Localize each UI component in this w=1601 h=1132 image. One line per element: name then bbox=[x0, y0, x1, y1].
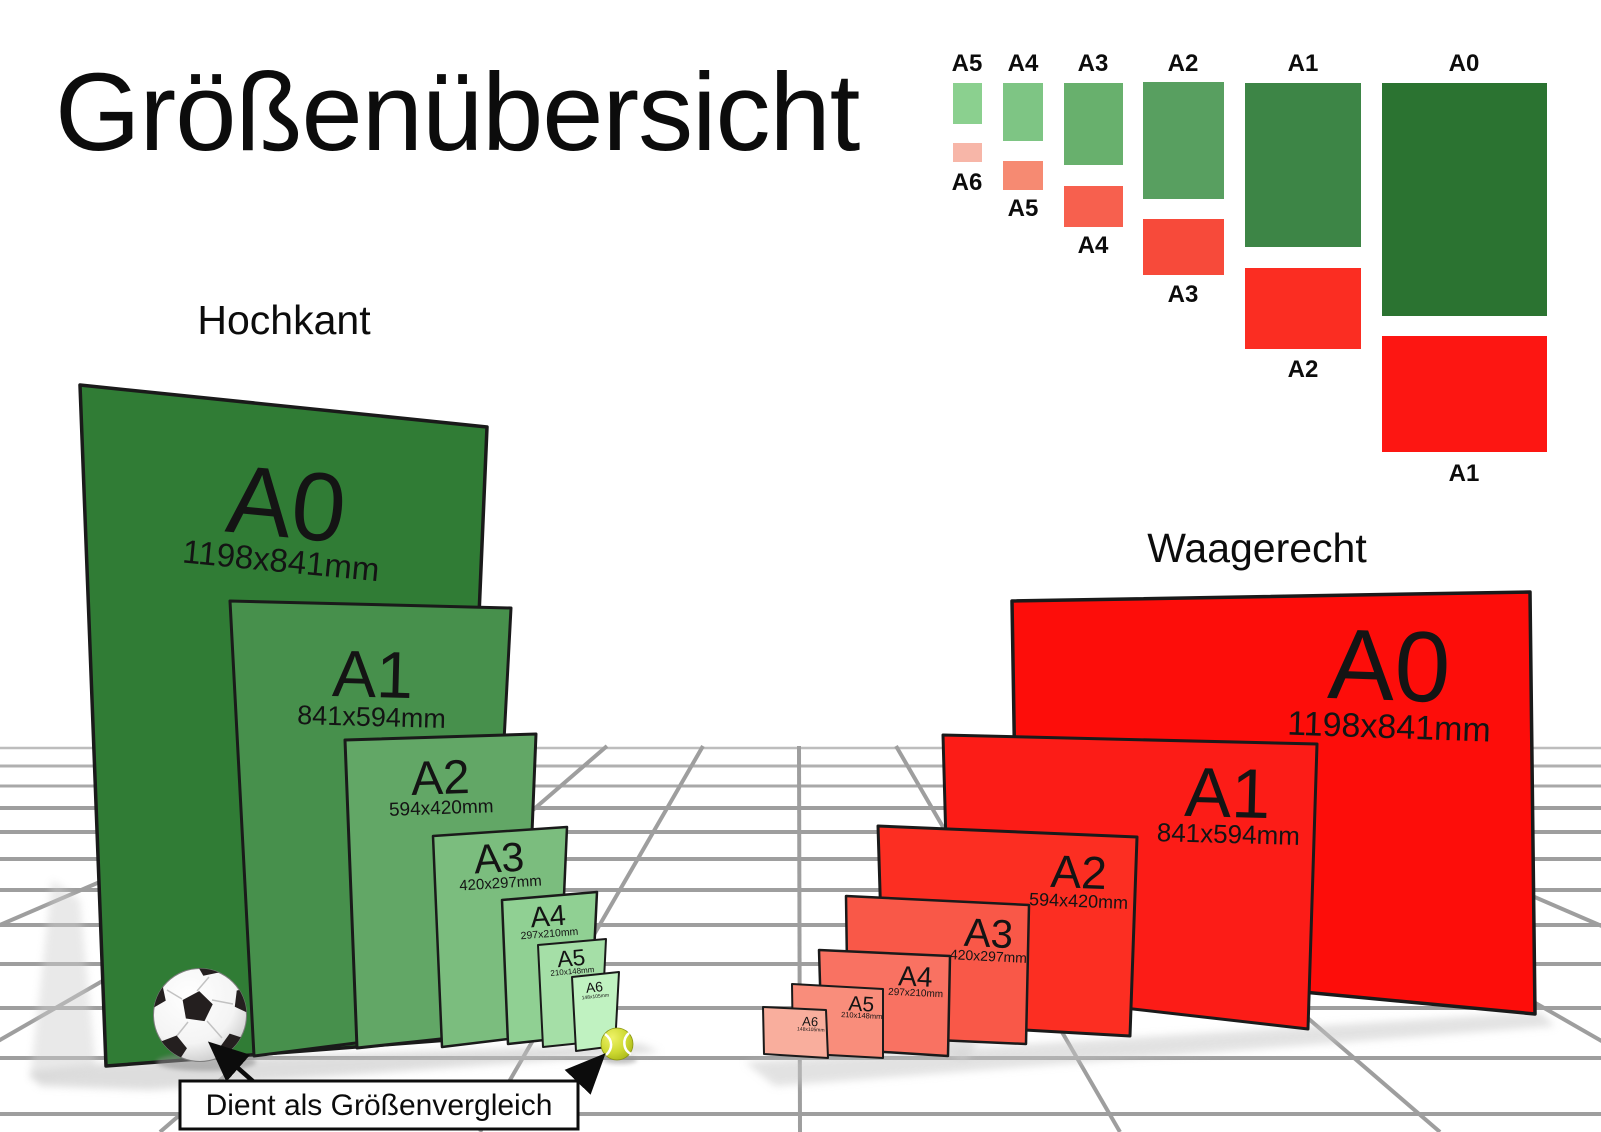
legend-col5-landscape-label: A2 bbox=[1288, 356, 1319, 383]
legend-col4-landscape-label: A3 bbox=[1168, 281, 1199, 308]
legend-col6-landscape-label: A1 bbox=[1449, 460, 1480, 487]
legend-col3-portrait-label: A3 bbox=[1078, 50, 1109, 77]
landscape-card-a2-dims: 594x420mm bbox=[1029, 889, 1129, 913]
landscape-card-a4-name: A4 bbox=[898, 960, 934, 993]
caption-arrow-left bbox=[207, 1041, 257, 1085]
legend-col2-portrait-label: A4 bbox=[1008, 50, 1039, 77]
landscape-card-a6-dims: 148x105mm bbox=[797, 1026, 825, 1033]
legend-col4-green-swatch bbox=[1143, 82, 1224, 199]
portrait-card-a1-name: A1 bbox=[331, 636, 414, 712]
legend-col3-red-swatch bbox=[1064, 186, 1123, 227]
landscape-card-stack: A0 1198x841mm A1 841x594mm A2 594x420mm … bbox=[762, 590, 1537, 1059]
legend-col2-landscape-label: A5 bbox=[1008, 195, 1039, 222]
legend-col1-red-swatch bbox=[953, 143, 982, 162]
portrait-stack-shadow bbox=[30, 1044, 660, 1090]
caption-box bbox=[178, 1079, 580, 1131]
portrait-card-a3-name: A3 bbox=[473, 834, 526, 883]
landscape-card-a4-dims: 297x210mm bbox=[888, 987, 943, 1000]
size-legend: A5 A6 A4 A5 A3 A4 A2 A3 A1 A2 A0 A1 bbox=[952, 50, 1547, 487]
legend-col1-portrait-label: A5 bbox=[952, 50, 983, 77]
landscape-card-a5-dims: 210x148mm bbox=[841, 1010, 883, 1021]
legend-col3-green-swatch bbox=[1064, 83, 1123, 165]
portrait-card-a6-dims: 148x105mm bbox=[581, 993, 609, 1002]
landscape-card-a2-name: A2 bbox=[1050, 845, 1108, 899]
portrait-a0-shadow bbox=[30, 880, 96, 1080]
legend-col4-portrait-label: A2 bbox=[1168, 50, 1199, 77]
portrait-card-a2-dims: 594x420mm bbox=[389, 796, 494, 821]
landscape-card-a1-name: A1 bbox=[1184, 753, 1272, 833]
legend-col5-green-swatch bbox=[1245, 83, 1361, 247]
landscape-card-a0-dims: 1198x841mm bbox=[1287, 705, 1492, 750]
landscape-card-a0-name: A0 bbox=[1326, 608, 1452, 724]
landscape-card-a6-name: A6 bbox=[802, 1014, 819, 1030]
legend-col1-green-swatch bbox=[953, 83, 982, 124]
legend-col6-red-swatch bbox=[1382, 336, 1547, 452]
landscape-card-a3-name: A3 bbox=[963, 911, 1014, 957]
portrait-section-label: Hochkant bbox=[197, 297, 371, 343]
portrait-card-a5-name: A5 bbox=[556, 944, 586, 972]
legend-col5-portrait-label: A1 bbox=[1288, 50, 1319, 77]
legend-col5-red-swatch bbox=[1245, 268, 1361, 349]
legend-col4-red-swatch bbox=[1143, 219, 1224, 275]
portrait-card-a2-name: A2 bbox=[410, 751, 471, 806]
portrait-card-a1-dims: 841x594mm bbox=[297, 700, 446, 734]
tennis-ball bbox=[600, 1027, 637, 1064]
landscape-section-label: Waagerecht bbox=[1147, 525, 1367, 571]
caption-group: Dient als Größenvergleich bbox=[178, 1041, 606, 1131]
landscape-stack-shadow bbox=[745, 1012, 1555, 1086]
landscape-card-a3-dims: 420x297mm bbox=[950, 946, 1028, 966]
portrait-card-a4-dims: 297x210mm bbox=[520, 926, 579, 943]
portrait-card-a3-dims: 420x297mm bbox=[459, 872, 542, 894]
landscape-card-a5-name: A5 bbox=[848, 992, 875, 1016]
portrait-card-a0-name: A0 bbox=[222, 444, 351, 564]
legend-col6-green-swatch bbox=[1382, 83, 1547, 316]
legend-col2-green-swatch bbox=[1003, 83, 1043, 141]
legend-col1-landscape-label: A6 bbox=[952, 169, 983, 196]
portrait-card-stack: A0 1198x841mm A1 841x594mm A2 594x420mm … bbox=[78, 383, 620, 1068]
caption-arrow-right bbox=[564, 1053, 606, 1095]
landscape-card-a6: A6 148x105mm bbox=[762, 1006, 829, 1059]
landscape-card-a1-dims: 841x594mm bbox=[1156, 817, 1300, 851]
legend-col6-portrait-label: A0 bbox=[1449, 50, 1480, 77]
portrait-card-a5-dims: 210x148mm bbox=[550, 965, 595, 978]
legend-col3-landscape-label: A4 bbox=[1078, 232, 1109, 259]
caption-text: Dient als Größenvergleich bbox=[206, 1089, 553, 1122]
page-title: Größenübersicht bbox=[55, 51, 860, 174]
legend-col2-red-swatch bbox=[1003, 161, 1043, 190]
portrait-card-a4-name: A4 bbox=[529, 900, 567, 935]
portrait-card-a6-name: A6 bbox=[585, 978, 604, 996]
